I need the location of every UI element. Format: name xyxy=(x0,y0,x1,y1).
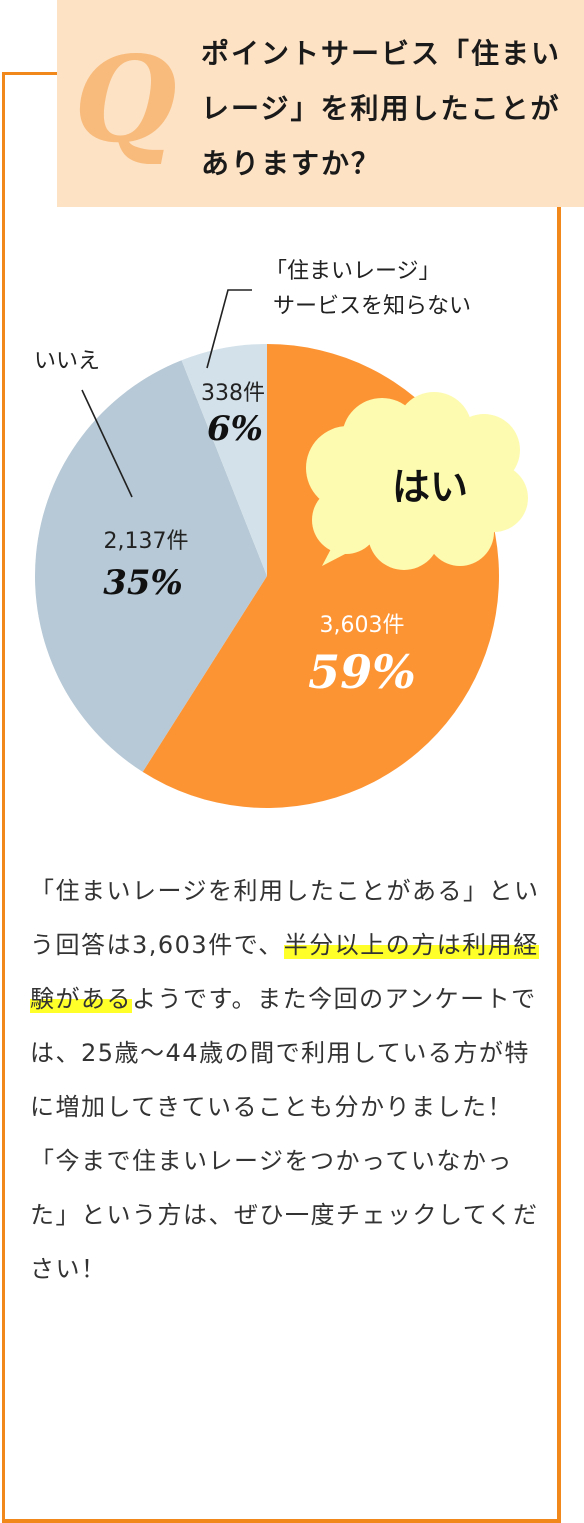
question-text: ポイントサービス「住まいレージ」を利用したことがありますか？ xyxy=(201,37,562,180)
no-count-label: 2,137件 xyxy=(104,529,189,554)
unknown-percent-label: 6% xyxy=(207,409,263,449)
yes-speech-bubble xyxy=(306,392,528,570)
question-box xyxy=(57,0,584,207)
question-mark-q: Q xyxy=(74,30,177,169)
yes-count-label: 3,603件 xyxy=(320,613,405,638)
unknown-slice-label-line2: サービスを知らない xyxy=(273,294,471,319)
no-leader-line xyxy=(81,389,133,498)
yes-bubble-label: はい xyxy=(392,465,468,509)
yes-percent-label: 59% xyxy=(308,645,416,699)
no-slice xyxy=(35,360,268,772)
unknown-slice xyxy=(181,344,267,576)
no-slice-label: いいえ xyxy=(34,349,100,374)
no-percent-label: 35% xyxy=(103,563,183,603)
description-part-1: 「住まいレージを利用したことがある」という回答は3,603件で、 xyxy=(30,877,540,959)
answer-description: 「住まいレージを利用したことがある」という回答は3,603件で、半分以上の方は利… xyxy=(30,864,540,1296)
unknown-slice-label-line1: 「住まいレージ」 xyxy=(265,259,441,284)
unknown-leader-line xyxy=(206,289,252,369)
unknown-count-label: 338件 xyxy=(201,381,265,406)
description-part-2: ようです。また今回のアンケートでは、25歳～44歳の間で利用している方が特に増加… xyxy=(30,985,539,1283)
pie-chart: はい 3,603件 59% いいえ 2,137件 35% 「住まいレージ」 サー… xyxy=(34,259,528,808)
